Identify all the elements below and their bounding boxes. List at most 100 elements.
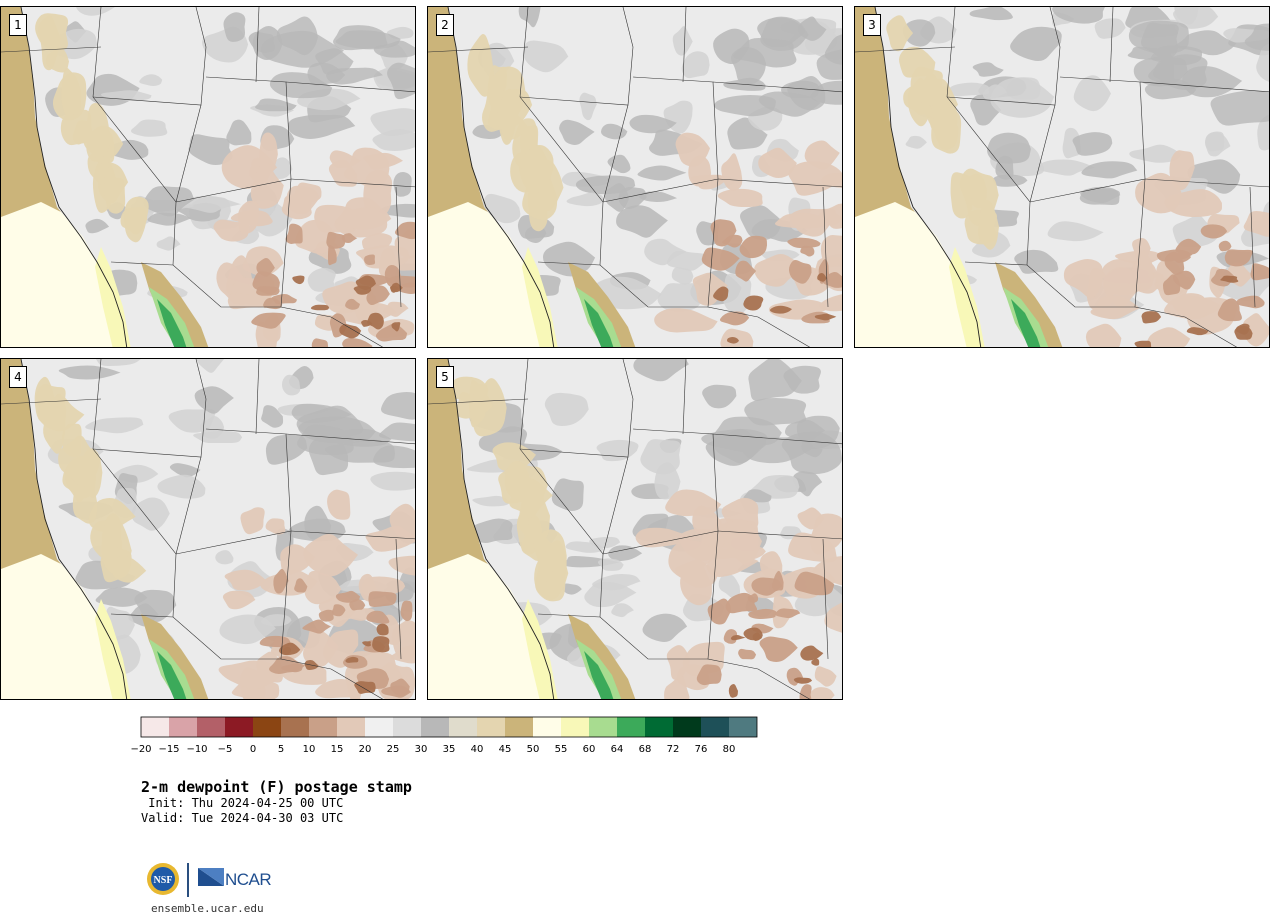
contour-blob (497, 88, 517, 145)
state-border (602, 104, 629, 203)
contour-blob (85, 417, 144, 434)
map-canvas (428, 7, 842, 347)
contour-blob (823, 203, 842, 229)
contour-blob (1073, 75, 1111, 112)
contour-blob (1010, 26, 1062, 62)
contour-blob (783, 365, 821, 394)
nsf-logo-text: NSF (154, 875, 173, 886)
contour-blob (713, 286, 729, 302)
contour-blob (265, 518, 286, 535)
country-border (964, 261, 1135, 308)
colorbar-tick-label: 20 (359, 744, 372, 755)
contour-blob (758, 147, 797, 179)
contour-blob (361, 576, 406, 597)
contour-blob (280, 544, 315, 576)
contour-blob (366, 312, 384, 330)
contour-blob (391, 322, 401, 332)
contour-blob (730, 634, 746, 641)
state-border (602, 456, 629, 555)
contour-blob (193, 431, 243, 444)
colorbar-tick-label: 68 (639, 744, 652, 755)
panel-number: 1 (9, 14, 27, 36)
valid-time: Valid: Tue 2024-04-30 03 UTC (141, 811, 344, 825)
contour-blob (1115, 250, 1161, 266)
state-border (1029, 104, 1056, 203)
contour-blob (910, 66, 943, 106)
colorbar-swatch (141, 717, 169, 737)
colorbar-swatch (281, 717, 309, 737)
contour-blob (302, 619, 332, 634)
contour-blob (157, 474, 206, 499)
contour-blob (395, 221, 415, 240)
postage-stamp-panel: 4 (0, 358, 416, 700)
contour-blob (733, 38, 797, 68)
state-border (946, 7, 956, 98)
colorbar-swatch (645, 717, 673, 737)
state-border (519, 359, 529, 450)
contour-blob (817, 273, 827, 282)
contour-blob (1217, 298, 1242, 322)
contour-blob (273, 568, 289, 594)
site-url: ensemble.ucar.edu (151, 902, 264, 915)
contour-blob (544, 392, 589, 427)
contour-blob (987, 132, 1031, 164)
contour-blob (575, 175, 636, 195)
contour-blob (1186, 327, 1209, 336)
coastal-water-pale (522, 599, 558, 699)
contour-blob (35, 13, 69, 50)
contour-blob (1175, 238, 1202, 255)
contour-blob (718, 573, 741, 598)
state-border (280, 530, 384, 699)
contour-blob (542, 241, 596, 277)
contour-blob (978, 200, 999, 250)
contour-blob (271, 293, 297, 304)
contour-blob (307, 267, 336, 292)
contour-blob (345, 656, 359, 663)
state-border (92, 359, 102, 450)
contour-blob (134, 589, 177, 623)
state-border (255, 359, 260, 435)
contour-blob (327, 489, 351, 520)
contour-blob (286, 185, 320, 215)
gulf-of-california (568, 262, 636, 347)
contour-blob (1172, 215, 1221, 248)
country-border (537, 261, 708, 308)
contour-blob (1047, 221, 1104, 242)
contour-blob (758, 91, 821, 117)
contour-blob (1135, 172, 1182, 214)
contour-blob (95, 359, 141, 366)
nsf-logo-icon: NSF (147, 863, 179, 895)
contour-blob (600, 123, 628, 140)
contour-blob (691, 174, 726, 190)
contour-blob (748, 359, 802, 401)
contour-blob (393, 172, 412, 197)
contour-blob (183, 195, 241, 213)
contour-blob (1052, 7, 1105, 24)
contour-blob (561, 583, 582, 595)
contour-blob (362, 641, 371, 647)
contour-blob (311, 338, 329, 347)
contour-blob (722, 234, 743, 248)
contour-blob (593, 276, 662, 310)
contour-blob (738, 648, 757, 660)
contour-blob (607, 154, 631, 174)
contour-blob (644, 238, 687, 266)
contour-blob (1220, 275, 1239, 283)
coastal-water-pale (522, 247, 558, 347)
contour-blob (72, 472, 98, 524)
contour-blob (752, 632, 761, 641)
contour-blob (101, 513, 122, 552)
contour-blob (58, 435, 101, 487)
colorbar-swatch (169, 717, 197, 737)
contour-blob (1200, 224, 1228, 239)
colorbar-tick-label: 72 (667, 744, 680, 755)
contour-blob (794, 571, 835, 596)
contour-blob (990, 77, 1055, 118)
coastline (447, 7, 555, 347)
country-border (537, 613, 708, 660)
coastal-water (1, 202, 127, 347)
contour-blob (1134, 340, 1152, 347)
postage-stamp-panel: 1 (0, 6, 416, 348)
contour-blob (471, 518, 513, 543)
panel-number: 3 (863, 14, 881, 36)
